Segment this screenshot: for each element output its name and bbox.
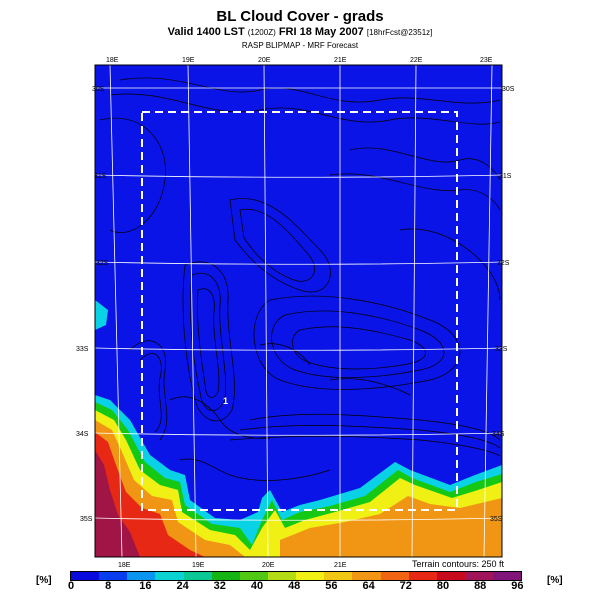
legend-label: 32 [213,580,226,592]
legend-swatch [267,572,297,580]
lon-label-bottom: 18E [118,562,131,569]
lat-label-left: 34S [76,431,89,438]
legend-label: 48 [288,580,301,592]
legend-label: 16 [139,580,152,592]
legend-swatch [239,572,268,580]
lat-label-right: 35S [490,516,503,523]
legend-swatch [127,572,156,580]
site-marker: 1 [223,396,228,406]
legend-unit-left: [%] [36,575,52,586]
legend-swatch [352,572,381,580]
lat-label-right: 30S [502,86,515,93]
lon-label-bottom: 21E [334,562,347,569]
lon-label-top: 20E [258,57,271,64]
lon-label-top: 22E [410,57,423,64]
legend-label: 8 [105,580,112,592]
lon-label-top: 23E [480,57,493,64]
legend-swatch [211,572,240,580]
valid-main: Valid 1400 LST [167,26,245,38]
legend-label: 64 [362,580,375,592]
chart-title: BL Cloud Cover - grads [216,8,384,25]
lat-label-left: 31S [94,173,107,180]
legend-swatch [464,572,494,580]
forecast-info: [18hrFcst@2351z] [366,28,433,37]
lon-label-bottom: 19E [192,562,205,569]
chart-subtitle: RASP BLIPMAP - MRF Forecast [241,41,359,50]
legend-label: 88 [474,580,487,592]
legend-label: 96 [511,580,524,592]
legend-swatch [408,572,437,580]
legend-label: 0 [67,580,75,592]
valid-date: FRI 18 May 2007 [278,26,364,38]
legend-unit-right: [%] [547,575,563,586]
legend-swatch [324,572,353,580]
color-legend-bar [70,571,523,581]
legend-label: 72 [399,580,412,592]
legend-label: 24 [176,580,189,592]
legend-label: 40 [250,580,264,592]
valid-time-line: Valid 1400 LST (1200Z) FRI 18 May 2007 [… [0,26,600,38]
lat-label-left: 30S [92,86,105,93]
valid-utc: (1200Z) [247,28,276,37]
legend-swatch [183,572,212,580]
legend-swatch [296,572,325,580]
legend-swatch [380,572,409,580]
legend-swatch [71,572,100,580]
terrain-contour-note: Terrain contours: 250 ft [411,559,504,569]
color-legend-labels: 0 8 16 24 32 40 48 56 64 72 80 88 96 [0,580,600,594]
legend-label: 56 [325,580,338,592]
map-border [94,64,503,558]
lat-label-left: 32S [96,260,109,267]
forecast-domain-box [141,111,458,511]
lat-label-right: 31S [499,173,512,180]
lat-label-right: 34S [492,431,505,438]
legend-swatch [99,572,128,580]
lat-label-right: 33S [495,346,508,353]
lon-label-top: 19E [182,57,195,64]
lon-label-top: 21E [334,57,347,64]
lon-label-bottom: 20E [262,562,275,569]
legend-swatch [493,572,522,580]
lat-label-right: 32S [497,260,510,267]
legend-swatch [155,572,184,580]
lon-label-top: 18E [106,57,119,64]
lat-label-left: 33S [76,346,89,353]
legend-label: 80 [436,580,450,592]
lat-label-left: 35S [80,516,93,523]
legend-swatch [436,572,465,580]
lat-lon-grid [95,65,502,557]
